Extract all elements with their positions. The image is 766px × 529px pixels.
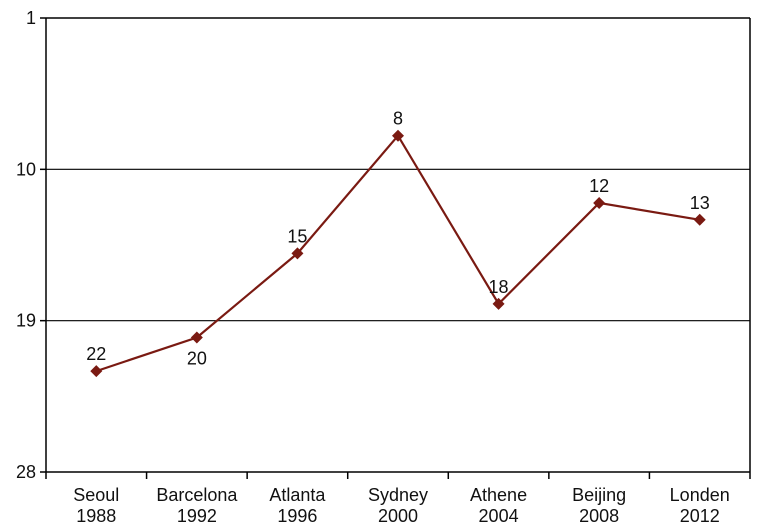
series-line <box>95 133 700 373</box>
data-value-label: 18 <box>489 277 509 297</box>
data-value-label: 8 <box>393 109 403 129</box>
x-category-label: Sydney 2000 <box>368 485 428 526</box>
y-tick-label: 1 <box>26 8 36 28</box>
data-value-label: 22 <box>86 344 106 364</box>
x-category-label: Athene 2004 <box>470 485 527 526</box>
data-value-label: 20 <box>187 348 207 368</box>
x-category-label: Barcelona 1992 <box>156 485 238 526</box>
data-point-marker <box>492 297 505 310</box>
data-point-marker <box>291 247 304 260</box>
x-category-label: Atlanta 1996 <box>269 485 326 526</box>
gridlines <box>46 168 750 322</box>
x-category-labels: Seoul 1988 Barcelona 1992 Atlanta 1996 Sydney 2… <box>73 485 729 526</box>
data-point-marker <box>392 129 404 142</box>
data-markers <box>90 129 706 378</box>
data-value-label: 12 <box>589 176 609 196</box>
data-value-label: 13 <box>690 193 710 213</box>
data-point-marker <box>693 213 706 226</box>
data-point-marker <box>90 365 103 378</box>
x-category-label: Seoul 1988 <box>73 485 119 526</box>
y-tick-label: 28 <box>16 462 36 482</box>
data-labels: 22 20 15 8 18 12 13 <box>86 109 709 369</box>
data-point-marker <box>593 196 606 209</box>
data-point-marker <box>190 331 203 344</box>
axes <box>40 17 751 479</box>
series-line-group <box>95 133 700 373</box>
y-tick-labels: 1 10 19 28 <box>16 8 36 482</box>
data-value-label: 15 <box>287 226 307 246</box>
x-category-label: Beijing 2008 <box>572 485 626 526</box>
y-tick-label: 19 <box>16 311 36 331</box>
x-category-label: Londen 2012 <box>670 485 730 526</box>
y-tick-label: 10 <box>16 159 36 179</box>
